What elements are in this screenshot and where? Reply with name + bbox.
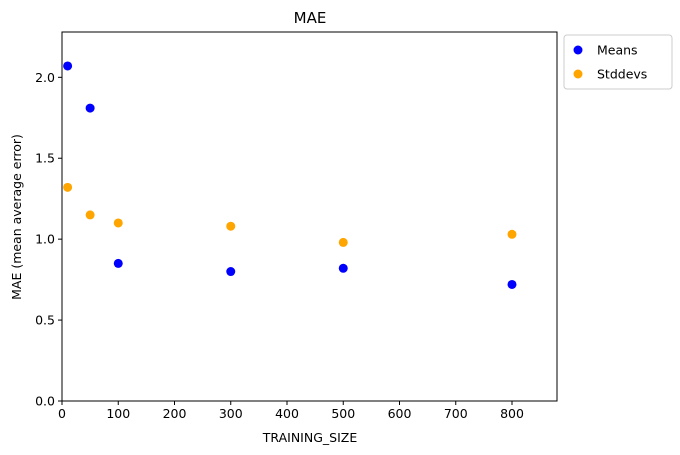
plot-area: 0 100 200 300 400 500 600 700 800 0.0 0.5 1.0 1.5 2.0 bbox=[35, 31, 558, 421]
legend-marker-stddevs bbox=[573, 69, 583, 79]
legend-label-means: Means bbox=[597, 43, 638, 58]
chart-title: MAE bbox=[294, 9, 327, 27]
x-tick-label: 300 bbox=[219, 406, 243, 421]
x-tick-label: 400 bbox=[275, 406, 299, 421]
point-means bbox=[63, 61, 73, 71]
x-tick-label: 600 bbox=[388, 406, 412, 421]
legend: Means Stddevs bbox=[563, 34, 673, 90]
point-means bbox=[85, 103, 95, 113]
y-tick-label: 1.5 bbox=[35, 151, 55, 166]
y-tick-label: 0.5 bbox=[35, 313, 55, 328]
legend-marker-means bbox=[573, 45, 583, 55]
x-tick-label: 0 bbox=[58, 406, 66, 421]
point-stddevs bbox=[507, 229, 517, 239]
x-tick-label: 100 bbox=[106, 406, 130, 421]
y-tick-label: 0.0 bbox=[35, 394, 55, 409]
point-means bbox=[113, 258, 123, 268]
x-tick-label: 800 bbox=[500, 406, 524, 421]
x-tick-label: 700 bbox=[444, 406, 468, 421]
plot-frame bbox=[61, 31, 558, 402]
point-stddevs bbox=[63, 182, 73, 192]
y-axis-label: MAE (mean average error) bbox=[9, 134, 24, 300]
x-tick-label: 200 bbox=[163, 406, 187, 421]
x-tick-label: 500 bbox=[331, 406, 355, 421]
legend-label-stddevs: Stddevs bbox=[597, 67, 647, 82]
point-stddevs bbox=[113, 218, 123, 228]
point-means bbox=[338, 263, 348, 273]
point-means bbox=[226, 267, 236, 277]
y-tick-label: 2.0 bbox=[35, 70, 55, 85]
y-tick-label: 1.0 bbox=[35, 232, 55, 247]
x-axis-label: TRAINING_SIZE bbox=[262, 430, 358, 445]
point-stddevs bbox=[226, 221, 236, 231]
point-means bbox=[507, 279, 517, 289]
legend-box bbox=[563, 34, 673, 90]
point-stddevs bbox=[85, 210, 95, 220]
point-stddevs bbox=[338, 237, 348, 247]
